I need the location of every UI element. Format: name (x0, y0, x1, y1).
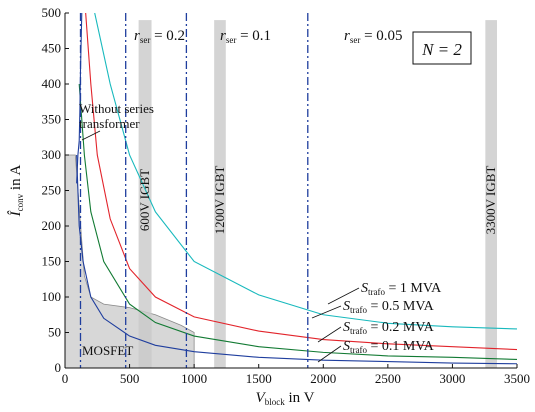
x-tick-label-5: 2500 (375, 371, 401, 386)
strafo-pointer-2 (317, 326, 342, 343)
x-tick-label-6: 3000 (439, 371, 465, 386)
y-tick-label-1: 50 (48, 325, 61, 340)
y-axis-label: Îconv in A (7, 165, 25, 218)
n-box-label: N = 2 (421, 40, 462, 59)
strafo-pointer-1 (311, 305, 342, 319)
rser-label-0: rser = 0.2 (134, 28, 185, 45)
x-tick-label-4: 2000 (310, 371, 336, 386)
without-series-pointer (81, 130, 101, 141)
igbt-band-0 (138, 20, 152, 368)
strafo-label-0: Strafo = 1 MVA (361, 281, 442, 297)
n-box (412, 31, 472, 65)
y-tick-label-4: 200 (42, 218, 62, 233)
y-tick-label-0: 0 (55, 360, 62, 375)
y-tick-label-3: 150 (42, 254, 62, 269)
y-tick-label-7: 350 (42, 112, 62, 127)
series-line-0 (94, 13, 517, 330)
igbt-band-label-1: 1200V IGBT (212, 166, 227, 235)
rser-label-1: rser = 0.1 (220, 28, 271, 45)
plot-area (65, 13, 517, 368)
x-tick-label-7: 3500 (504, 371, 530, 386)
y-tick-label-2: 100 (42, 289, 62, 304)
igbt-band-label-2: 3300V IGBT (483, 166, 498, 235)
y-tick-label-8: 400 (42, 76, 62, 91)
series-line-2 (78, 83, 517, 361)
y-tick-label-10: 500 (42, 5, 62, 20)
without-series-label-2: transformer (79, 116, 140, 131)
x-axis-label: Vblock in V (256, 390, 315, 407)
series-line-1 (85, 13, 517, 351)
strafo-label-3: Strafo = 0.1 MVA (343, 339, 435, 355)
igbt-band-2 (485, 20, 497, 368)
without-series-label-1: Without series (79, 101, 154, 116)
rser-label-2: rser = 0.05 (344, 28, 403, 45)
strafo-pointer-0 (327, 287, 360, 305)
igbt-band-label-0: 600V IGBT (137, 169, 152, 231)
series-line-4 (76, 13, 83, 184)
y-tick-label-5: 250 (42, 183, 62, 198)
x-tick-label-2: 1000 (181, 371, 207, 386)
mosfet-label: MOSFET (82, 343, 133, 358)
x-tick-label-0: 0 (62, 371, 69, 386)
strafo-label-1: Strafo = 0.5 MVA (343, 299, 435, 315)
x-tick-label-3: 1500 (246, 371, 272, 386)
mosfet-region (65, 154, 195, 368)
x-tick-label-1: 500 (120, 371, 140, 386)
igbt-band-1 (214, 20, 226, 368)
strafo-pointer-3 (317, 345, 342, 363)
series-line-3 (76, 154, 517, 365)
y-tick-label-6: 300 (42, 147, 62, 162)
strafo-label-2: Strafo = 0.2 MVA (343, 320, 435, 336)
y-tick-label-9: 450 (42, 41, 62, 56)
